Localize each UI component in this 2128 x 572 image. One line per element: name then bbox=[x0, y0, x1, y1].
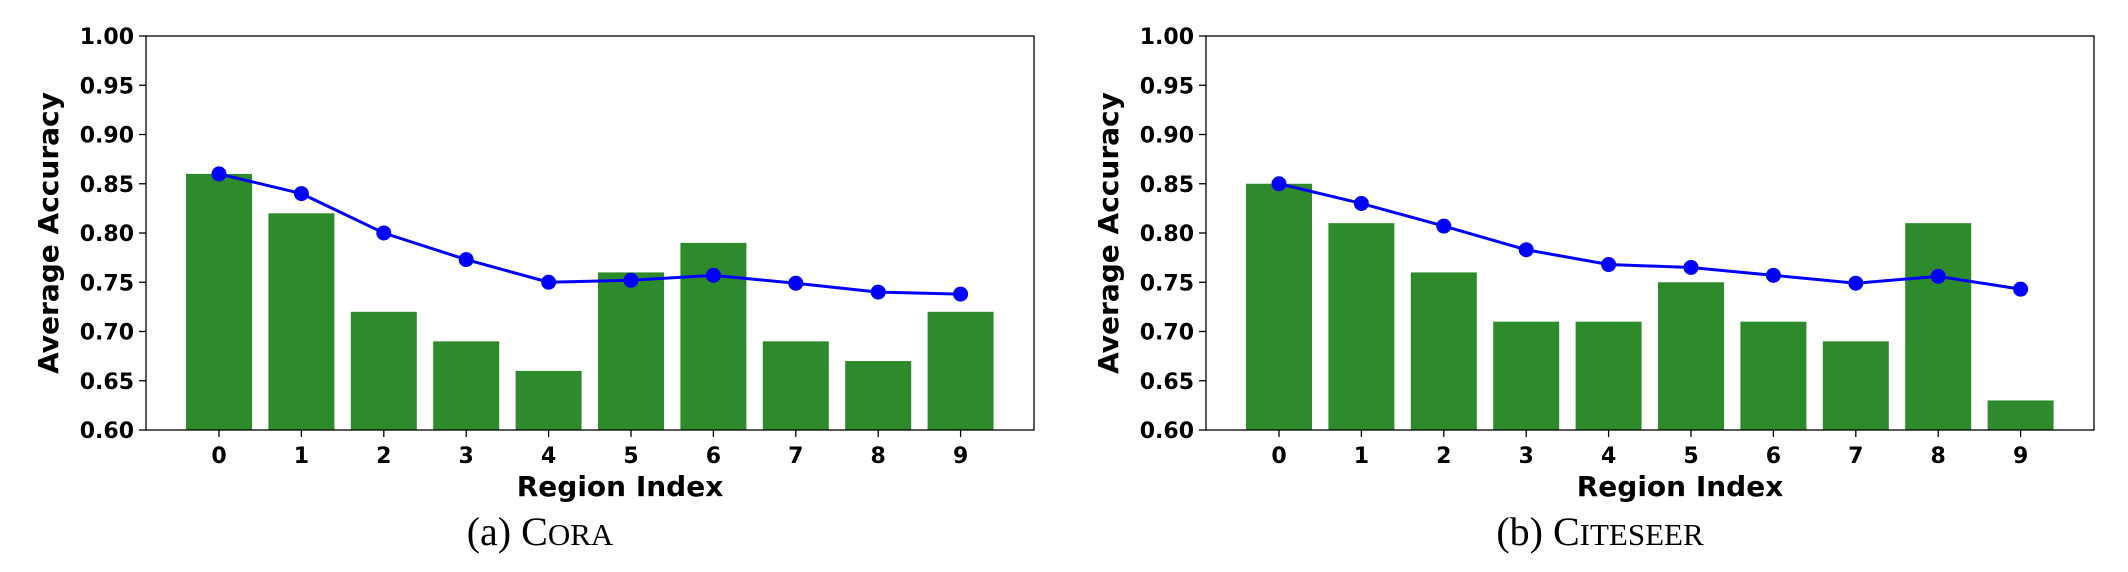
y-axis-label: Average Accuracy bbox=[1092, 92, 1125, 374]
caption-prefix: (b) bbox=[1496, 509, 1553, 554]
y-tick-label: 0.85 bbox=[80, 173, 134, 198]
bar-0 bbox=[1246, 183, 1312, 430]
line-point-2 bbox=[376, 225, 392, 241]
x-tick-label: 3 bbox=[1519, 444, 1534, 469]
x-tick-label: 4 bbox=[1601, 444, 1616, 469]
bar-7 bbox=[762, 341, 829, 430]
x-tick-label: 1 bbox=[294, 444, 309, 469]
y-tick-label: 0.95 bbox=[80, 74, 134, 99]
y-tick-label: 0.80 bbox=[80, 222, 134, 247]
bar-2 bbox=[350, 311, 417, 430]
x-tick-label: 9 bbox=[953, 444, 968, 469]
line-point-1 bbox=[293, 186, 309, 202]
x-tick-label: 2 bbox=[1436, 444, 1451, 469]
bar-8 bbox=[1905, 223, 1972, 430]
line-point-6 bbox=[1765, 267, 1781, 283]
x-axis-label: Region Index bbox=[517, 470, 724, 503]
line-point-8 bbox=[1930, 268, 1946, 284]
line-point-4 bbox=[1601, 257, 1617, 273]
y-tick-label: 1.00 bbox=[1140, 25, 1194, 50]
caption-name-rest: ITESEER bbox=[1580, 517, 1704, 552]
bar-7 bbox=[1822, 341, 1889, 430]
line-point-7 bbox=[1848, 275, 1864, 291]
panel-caption: (a) CORA bbox=[467, 509, 614, 554]
x-tick-label: 0 bbox=[1271, 444, 1286, 469]
y-tick-label: 0.70 bbox=[80, 321, 134, 346]
bar-9 bbox=[927, 311, 994, 430]
y-tick-label: 0.95 bbox=[1140, 74, 1194, 99]
x-tick-label: 7 bbox=[1848, 444, 1863, 469]
x-tick-label: 4 bbox=[541, 444, 556, 469]
caption-name-initial: C bbox=[1553, 509, 1580, 554]
y-tick-label: 0.60 bbox=[80, 419, 134, 444]
y-axis-label: Average Accuracy bbox=[32, 92, 65, 374]
x-axis-label: Region Index bbox=[1577, 470, 1784, 503]
bar-5 bbox=[1658, 282, 1724, 430]
x-tick-label: 6 bbox=[706, 444, 721, 469]
line-point-6 bbox=[705, 267, 721, 283]
panel-caption: (b) CITESEER bbox=[1496, 509, 1704, 554]
line-point-9 bbox=[953, 286, 969, 302]
bar-4 bbox=[515, 370, 582, 430]
x-tick-label: 9 bbox=[2013, 444, 2028, 469]
y-tick-label: 0.70 bbox=[1140, 321, 1194, 346]
bar-9 bbox=[1987, 400, 2054, 430]
y-tick-label: 0.60 bbox=[1140, 419, 1194, 444]
x-tick-label: 8 bbox=[871, 444, 886, 469]
x-tick-label: 6 bbox=[1766, 444, 1781, 469]
y-tick-label: 0.90 bbox=[80, 124, 134, 149]
y-tick-label: 0.75 bbox=[1140, 271, 1194, 296]
line-point-4 bbox=[541, 274, 557, 290]
bar-6 bbox=[1740, 321, 1807, 430]
x-tick-label: 1 bbox=[1354, 444, 1369, 469]
accuracy-line bbox=[1278, 182, 2021, 291]
line-point-5 bbox=[623, 272, 639, 288]
bar-4 bbox=[1575, 321, 1642, 430]
caption-prefix: (a) bbox=[467, 509, 521, 554]
line-point-1 bbox=[1353, 195, 1369, 211]
line-point-3 bbox=[458, 252, 474, 268]
y-tick-label: 0.85 bbox=[1140, 173, 1194, 198]
line-point-2 bbox=[1436, 218, 1452, 234]
bar-3 bbox=[1493, 321, 1560, 430]
line-point-7 bbox=[788, 275, 804, 291]
caption-name-rest: ORA bbox=[548, 517, 614, 552]
x-tick-label: 2 bbox=[376, 444, 391, 469]
y-tick-label: 1.00 bbox=[80, 25, 134, 50]
line-point-8 bbox=[870, 284, 886, 300]
chart-panel-cora: 0.60 0.65 0.70 0.75 0.80 0.85 0.90 0.95 1.00 0 1 2 3… bbox=[32, 25, 1035, 554]
x-tick-label: 5 bbox=[1683, 444, 1698, 469]
y-tick-label: 0.75 bbox=[80, 271, 134, 296]
chart-panel-citeseer: 0.60 0.65 0.70 0.75 0.80 0.85 0.90 0.95 1.00 0 1 2 3… bbox=[1092, 25, 2095, 554]
bar-8 bbox=[845, 361, 912, 430]
y-tick-label: 0.80 bbox=[1140, 222, 1194, 247]
y-tick-label: 0.65 bbox=[1140, 370, 1194, 395]
caption-name-initial: C bbox=[521, 509, 548, 554]
line-point-3 bbox=[1518, 242, 1534, 258]
line-point-0 bbox=[211, 166, 227, 182]
x-tick-label: 7 bbox=[788, 444, 803, 469]
accuracy-line bbox=[218, 172, 961, 296]
bar-5 bbox=[598, 272, 664, 430]
line-point-9 bbox=[2013, 281, 2029, 297]
bar-3 bbox=[433, 341, 500, 430]
bar-1 bbox=[268, 213, 335, 430]
x-tick-label: 8 bbox=[1931, 444, 1946, 469]
y-tick-label: 0.65 bbox=[80, 370, 134, 395]
line-point-0 bbox=[1271, 176, 1287, 192]
x-tick-label: 0 bbox=[211, 444, 226, 469]
line-point-5 bbox=[1683, 259, 1699, 275]
bar-0 bbox=[186, 173, 252, 430]
bar-1 bbox=[1328, 223, 1395, 430]
y-tick-label: 0.90 bbox=[1140, 124, 1194, 149]
x-tick-label: 5 bbox=[623, 444, 638, 469]
bar-2 bbox=[1410, 272, 1477, 430]
x-tick-label: 3 bbox=[459, 444, 474, 469]
